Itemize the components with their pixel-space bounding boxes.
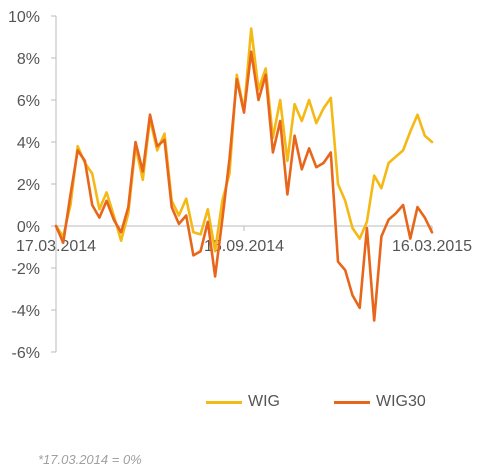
- footnote: *17.03.2014 = 0%: [38, 452, 142, 467]
- y-tick-label: 4%: [17, 135, 40, 152]
- legend-swatch-wig30: [334, 400, 370, 404]
- y-tick-label: 0%: [17, 219, 40, 236]
- x-tick-label: 15.09.2014: [204, 238, 284, 255]
- x-axis: 17.03.2014 15.09.2014 16.03.2015: [16, 225, 472, 255]
- x-tick-label: 16.03.2015: [392, 238, 472, 255]
- y-tick-label: 2%: [17, 177, 40, 194]
- legend-label-wig: WIG: [248, 393, 280, 410]
- y-tick-label: 8%: [17, 51, 40, 68]
- y-tick-label: 6%: [17, 93, 40, 110]
- y-tick-label: -2%: [12, 261, 40, 278]
- y-tick-label: -4%: [12, 303, 40, 320]
- y-axis: -6% -4% -2% 0% 2% 4% 6% 8% 10%: [8, 9, 57, 362]
- series-layer: [54, 27, 434, 322]
- x-tick-label: 17.03.2014: [16, 238, 96, 255]
- y-tick-label: 10%: [8, 9, 40, 26]
- legend-wig: WIG: [206, 393, 280, 411]
- series-line-wig30: [54, 50, 434, 322]
- legend-label-wig30: WIG30: [376, 393, 426, 410]
- y-tick-label: -6%: [12, 345, 40, 362]
- legend-swatch-wig: [206, 400, 242, 404]
- legend-wig30: WIG30: [334, 393, 426, 411]
